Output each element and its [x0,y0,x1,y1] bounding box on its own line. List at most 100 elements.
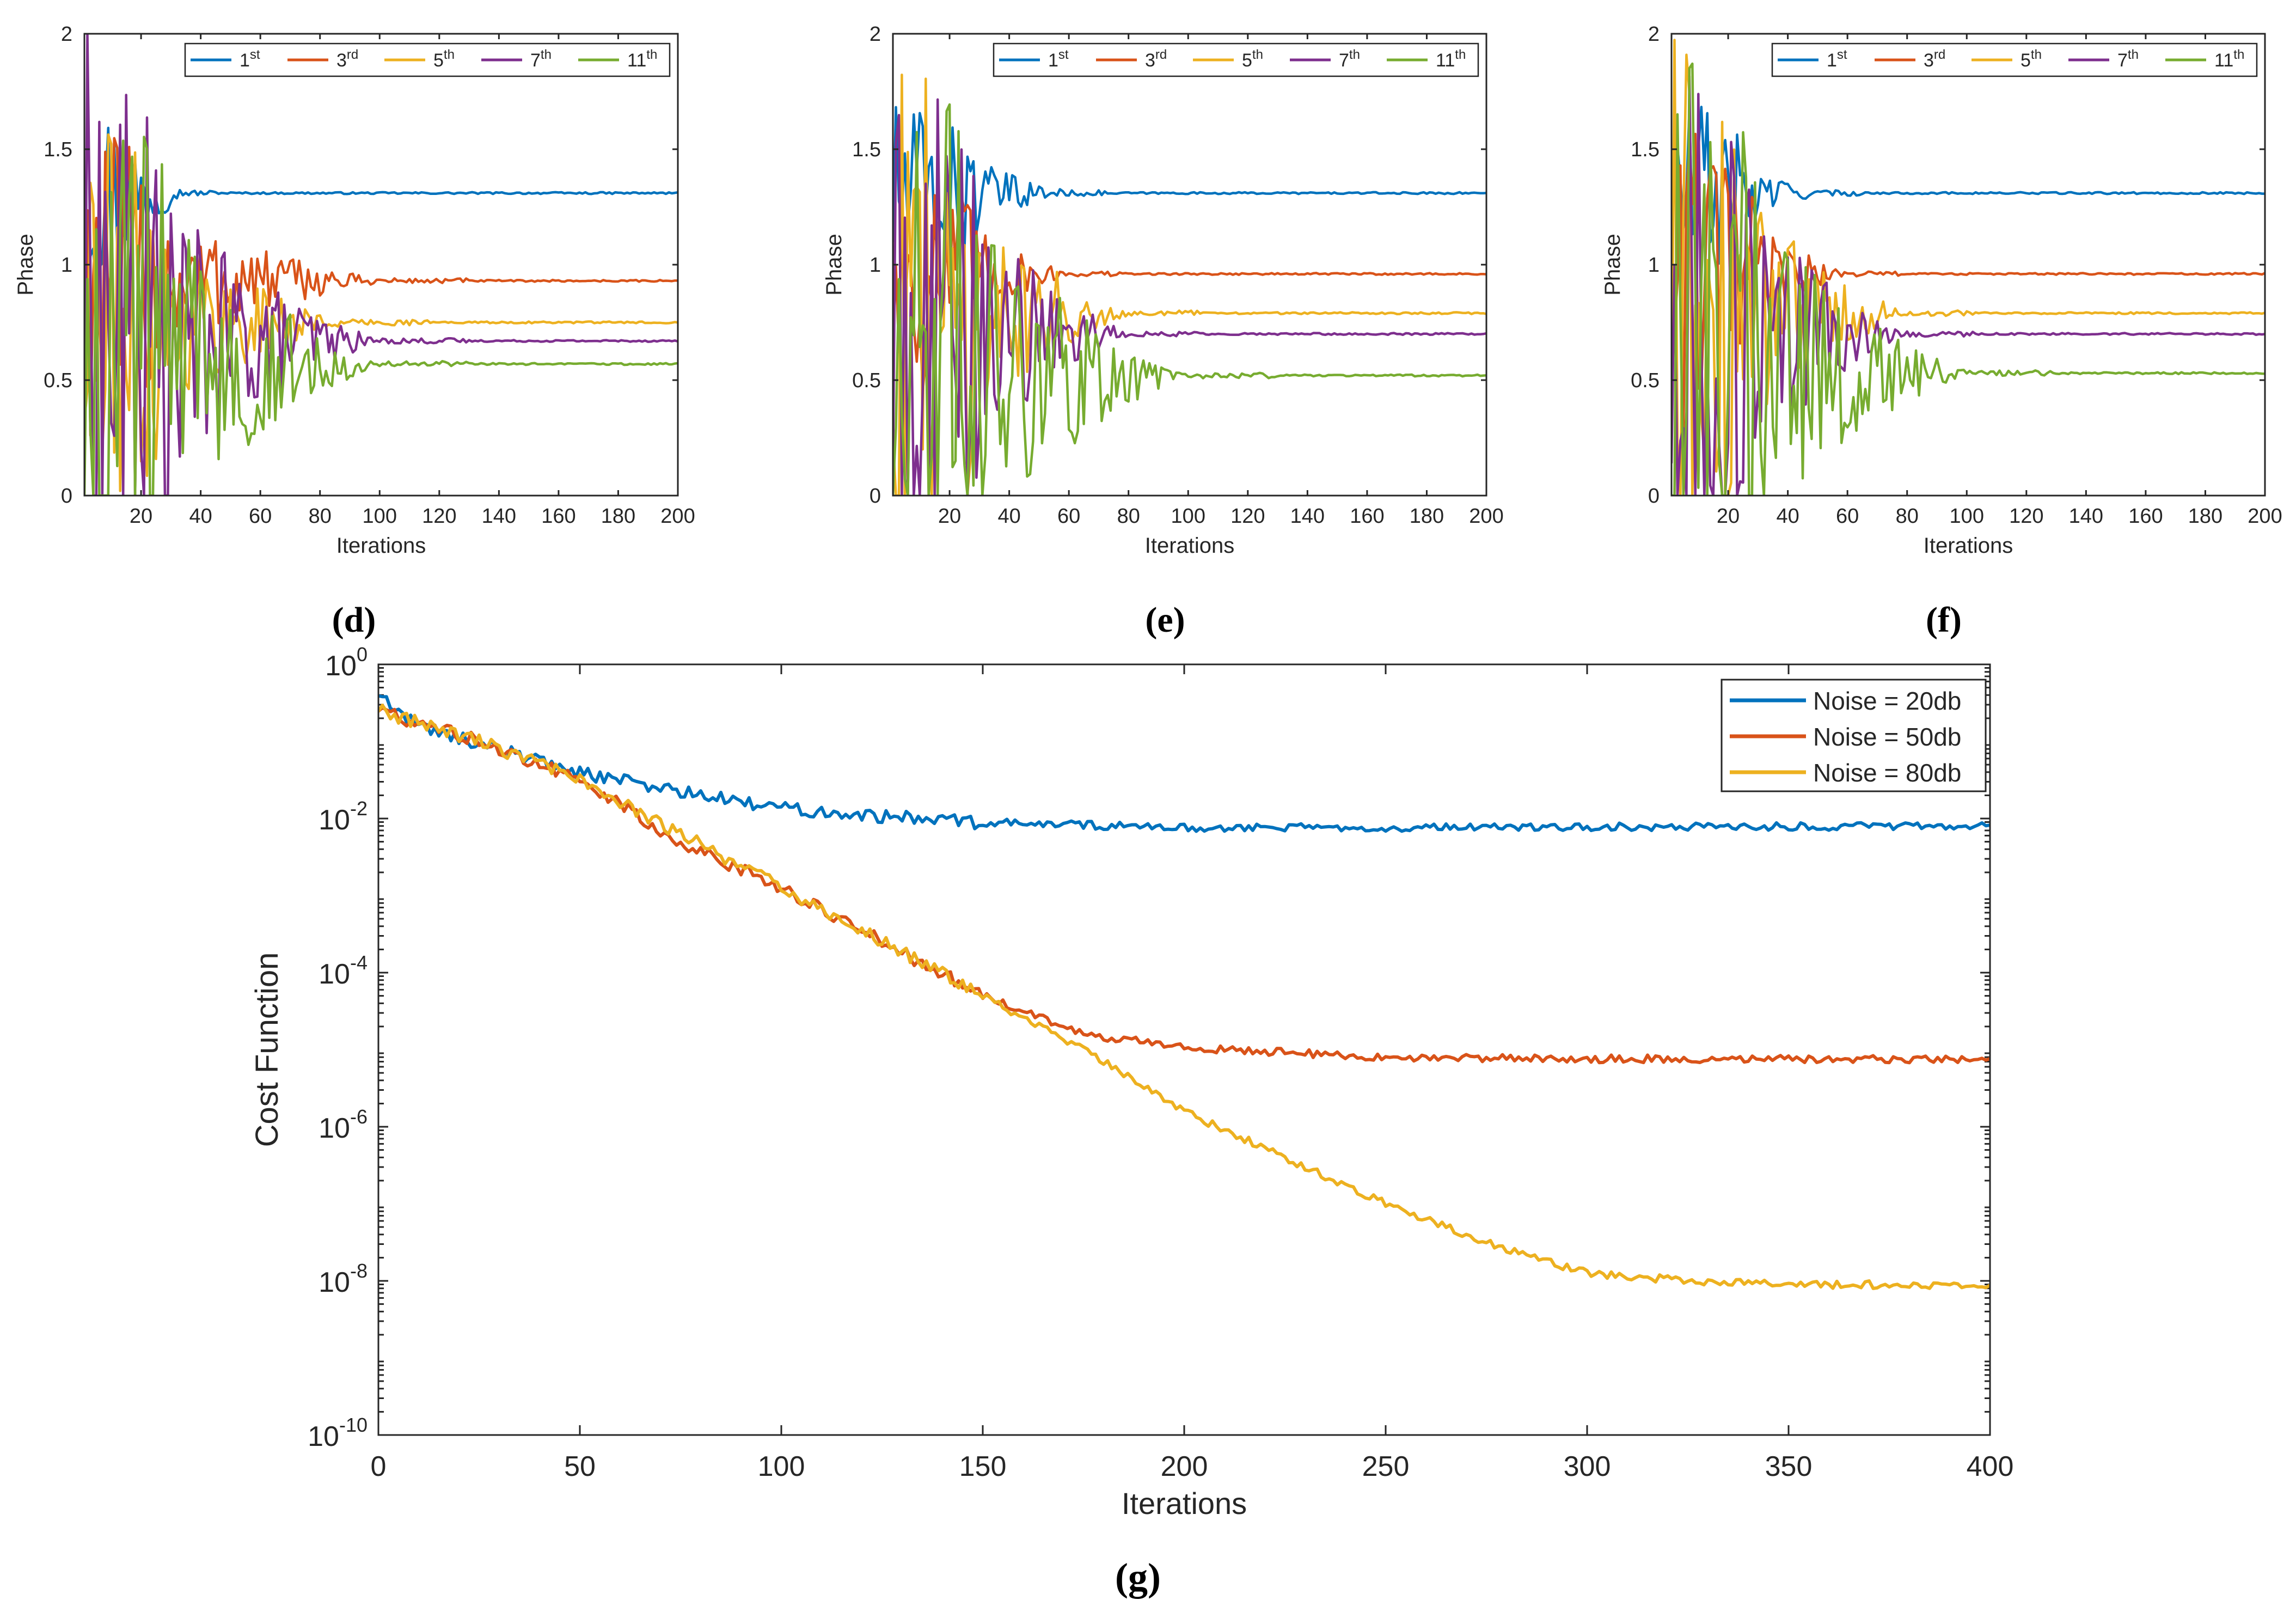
series-line-7th [893,98,1486,496]
panel-d: 20 40 60 80 100 120 140 160 180 200 0 0.5 1 1.5 2 Itera… [14,23,695,640]
x-tick-label: 200 [1469,505,1503,528]
panel-label: (g) [1115,1555,1161,1599]
legend: Noise = 20db Noise = 50db Noise = 80db [1721,679,1987,792]
series-line-noise-80db [378,704,1990,1290]
panel-label: (d) [332,600,376,640]
y-tick-label: 1 [870,254,881,277]
x-tick-label: 250 [1362,1451,1410,1482]
x-tick-label: 140 [1290,505,1325,528]
legend-label-5th: 5th [433,47,455,71]
legend-label-5th: 5th [2021,47,2042,71]
x-tick-label: 200 [2248,505,2282,528]
x-tick-label: 140 [2069,505,2103,528]
legend-label-3rd: 3rd [336,47,358,71]
series-line-noise-20db [378,694,1990,833]
legend-label-1st: 1st [1048,47,1069,71]
series-group [893,74,1486,496]
y-axis-label: Phase [1601,234,1625,295]
x-tick-label: 160 [2128,505,2163,528]
panel-e: 20 40 60 80 100 120 140 160 180 200 0 0.5 1 1.5 2 Itera… [822,23,1504,640]
x-tick-label: 180 [601,505,635,528]
x-tick-label: 160 [541,505,575,528]
x-tick-label: 40 [189,505,212,528]
series-group [84,34,678,496]
y-tick-label: 10-6 [319,1106,368,1144]
series-line-7th [84,34,678,496]
y-tick-label: 10-4 [319,951,368,990]
y-tick-label: 1 [1648,254,1660,277]
y-tick-label: 2 [61,23,72,46]
y-tick-label: 10-2 [319,797,368,836]
y-tick-label: 10-10 [308,1414,368,1452]
legend-label-1st: 1st [1827,47,1847,71]
series-line-3rd [84,137,678,437]
y-tick-label: 0 [1648,485,1660,508]
x-axis-label: Iterations [1924,534,2013,558]
x-tick-label: 200 [660,505,695,528]
x-tick-label: 120 [422,505,456,528]
panel-f: 20 40 60 80 100 120 140 160 180 200 0 0.5 1 1.5 2 Itera… [1601,23,2282,640]
x-tick-label: 100 [363,505,397,528]
x-axis-label: Iterations [1145,534,1235,558]
x-tick-label: 40 [997,505,1020,528]
x-tick-label: 200 [1161,1451,1208,1482]
panel-g: 0 50 100 150 200 250 300 350 400 10-10 10-8 10-6 10-… [249,643,2013,1599]
legend-label-1st: 1st [240,47,260,71]
legend-label-11th: 11th [627,47,657,71]
legend-label-7th: 7th [530,47,552,71]
x-tick-label: 80 [1896,505,1919,528]
y-tick-label: 10-8 [319,1260,368,1298]
legend-label: Noise = 50db [1813,723,1961,751]
x-tick-label: 160 [1350,505,1384,528]
x-tick-label: 60 [1057,505,1080,528]
y-tick-label: 1.5 [1631,138,1660,161]
legend-label-7th: 7th [1339,47,1360,71]
x-tick-label: 100 [758,1451,805,1482]
series-line-11th [84,136,678,496]
y-tick-label: 2 [870,23,881,46]
x-tick-label: 100 [1171,505,1205,528]
series-group [378,694,1990,1290]
y-tick-label: 0.5 [1631,369,1660,392]
x-axis-label: Iterations [336,534,426,558]
series-line-11th [1672,62,2265,496]
series-line-1st [1672,106,2265,265]
legend: 1st 3rd 5th 7th 11th [993,42,1479,77]
legend-label-3rd: 3rd [1924,47,1945,71]
legend-label-11th: 11th [2214,47,2244,71]
x-tick-label: 100 [1950,505,1984,528]
x-tick-label: 40 [1776,505,1799,528]
y-tick-label: 1.5 [852,138,881,161]
x-tick-label: 180 [2188,505,2222,528]
y-tick-label: 0.5 [852,369,881,392]
x-tick-label: 50 [564,1451,596,1482]
legend: 1st 3rd 5th 7th 11th [184,42,671,77]
y-tick-label: 100 [325,643,368,682]
y-tick-label: 1.5 [44,138,72,161]
x-tick-label: 0 [371,1451,387,1482]
series-group [1672,39,2265,496]
x-tick-label: 20 [130,505,152,528]
x-tick-label: 20 [938,505,961,528]
legend-label: Noise = 80db [1813,759,1961,787]
panel-label: (f) [1926,600,1962,640]
x-tick-label: 80 [309,505,332,528]
series-line-1st [84,126,678,300]
x-tick-label: 400 [1967,1451,2014,1482]
x-tick-label: 150 [959,1451,1007,1482]
y-tick-label: 0 [61,485,72,508]
x-tick-label: 120 [1230,505,1265,528]
legend-label-5th: 5th [1242,47,1263,71]
x-tick-label: 60 [249,505,272,528]
y-axis-label: Cost Function [249,952,285,1147]
x-tick-label: 300 [1564,1451,1611,1482]
legend-label: Noise = 20db [1813,687,1961,715]
x-axis-label: Iterations [1122,1486,1247,1520]
x-tick-label: 60 [1836,505,1859,528]
y-tick-label: 1 [61,254,72,277]
series-line-5th [84,133,678,492]
x-tick-label: 350 [1765,1451,1813,1482]
legend-label-7th: 7th [2117,47,2139,71]
y-axis-label: Phase [14,234,38,295]
